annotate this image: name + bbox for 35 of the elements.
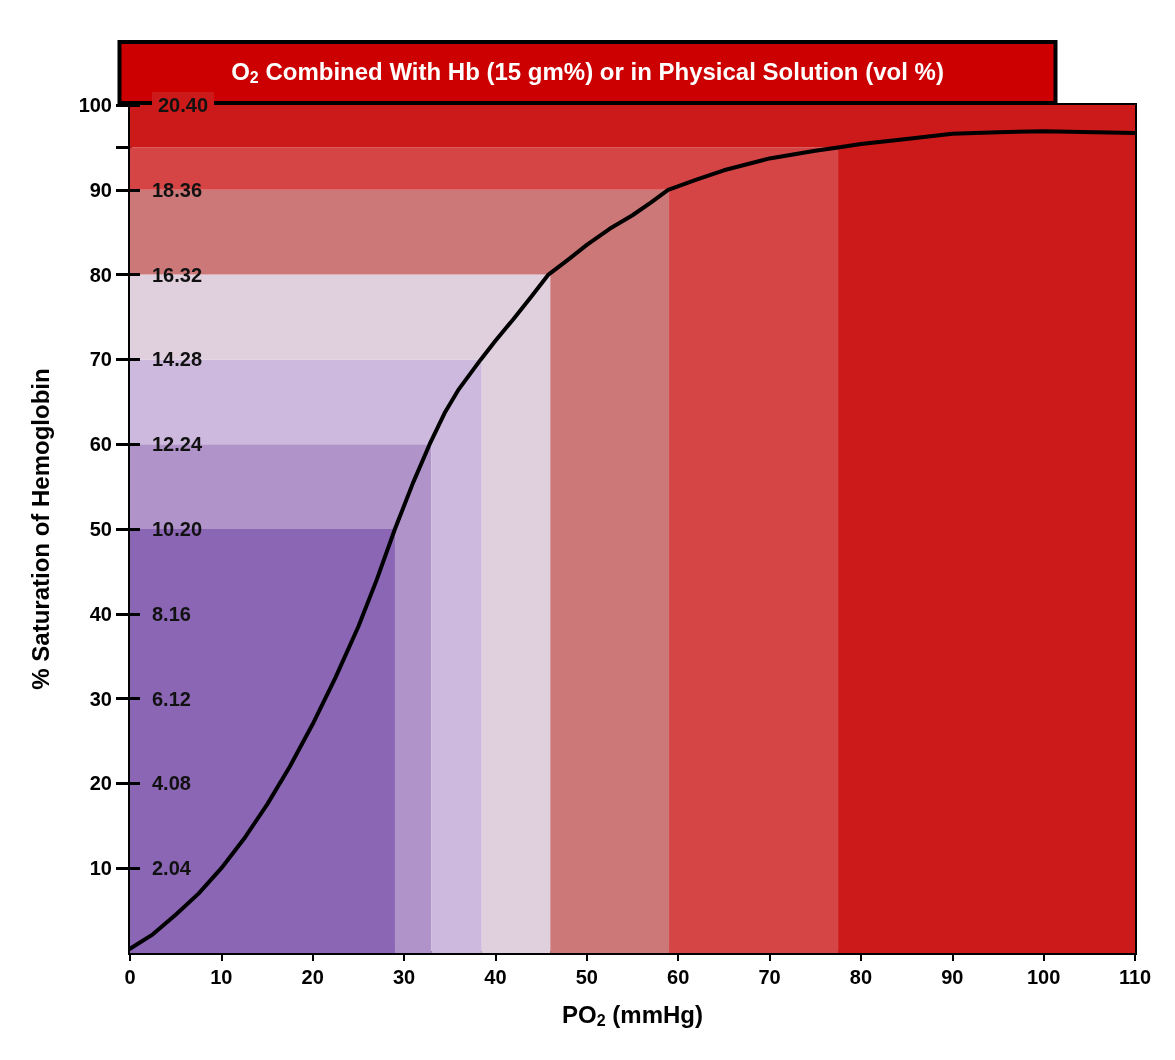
y-tick-label: 90 [89, 178, 112, 201]
y2-tick-label: 4.08 [152, 772, 191, 795]
x-tick-label: 100 [1026, 966, 1061, 988]
y2-tick-label: 18.36 [152, 178, 203, 201]
y-tick-label: 60 [89, 433, 112, 456]
chart-title: O2 Combined With Hb (15 gm%) or in Physical Solution (vol %) [231, 58, 944, 86]
x-tick-label: 70 [758, 966, 781, 988]
y-tick-label: 50 [89, 518, 112, 540]
y-tick-label: 80 [89, 263, 112, 286]
y2-tick-label: 10.20 [152, 518, 203, 540]
y2-tick-label: 20.40 [158, 94, 209, 116]
y-axis-title: % Saturation of Hemoglobin [26, 368, 54, 690]
y2-tick-label: 6.12 [152, 687, 191, 710]
x-tick-label: 50 [575, 966, 598, 988]
y2-tick-label: 8.16 [152, 602, 191, 625]
x-tick-label: 60 [667, 966, 690, 988]
y2-tick-label: 2.04 [152, 857, 192, 880]
y2-tick-label: 12.24 [152, 433, 203, 456]
x-tick-label: 0 [124, 966, 136, 988]
y2-tick-label: 14.28 [152, 348, 203, 371]
x-tick-label: 110 [1118, 966, 1152, 988]
x-tick-label: 10 [210, 966, 233, 988]
y-tick-label: 10 [89, 857, 112, 880]
x-tick-label: 30 [392, 966, 416, 988]
y-tick-label: 30 [89, 687, 112, 710]
x-tick-label: 20 [301, 966, 324, 988]
y-tick-label: 20 [89, 772, 112, 795]
y-tick-label: 100 [78, 94, 112, 116]
x-tick-label: 90 [941, 966, 964, 988]
y-tick-label: 40 [89, 602, 112, 625]
x-axis-title: PO2 (mmHg) [562, 1001, 703, 1029]
x-tick-label: 80 [849, 966, 873, 988]
x-tick-label: 40 [484, 966, 507, 988]
y2-tick-label: 16.32 [152, 263, 203, 286]
y-tick-label: 70 [89, 348, 112, 371]
